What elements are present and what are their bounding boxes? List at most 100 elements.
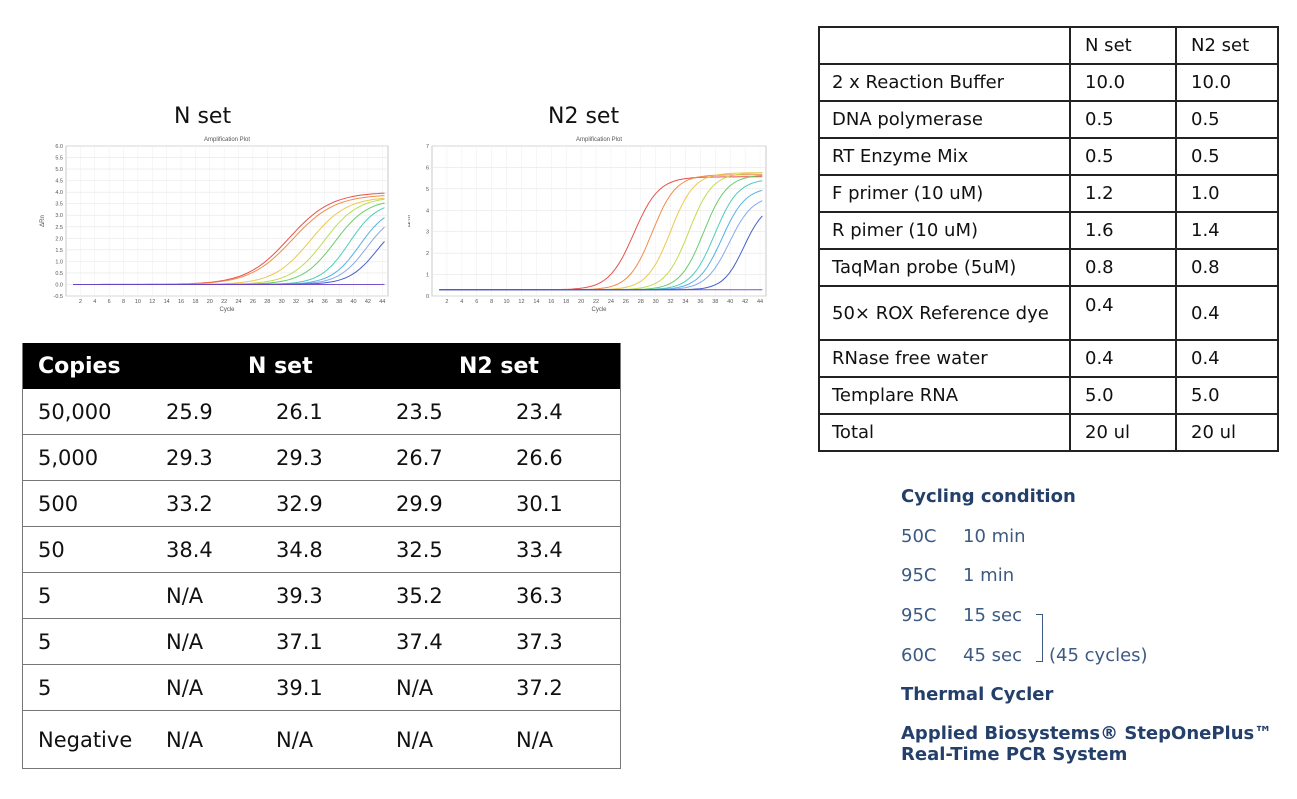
ct-value-cell: 33.4 [516, 526, 621, 573]
ct-value-cell: N/A [166, 710, 276, 769]
x-tick-label: 12 [518, 299, 524, 305]
x-tick-label: 28 [638, 299, 644, 305]
reagent-volume-cell: 20 ul [1069, 413, 1177, 452]
amplification-plot-n2-set: Amplification Plot 7 6 5 4 3 2 1 0 2 4 6 8 10 12 14 16 18… [408, 130, 768, 320]
ct-copies-cell: 5 [22, 572, 166, 619]
reagent-name-cell: Total [818, 413, 1071, 452]
x-tick-label: 32 [668, 299, 674, 305]
ct-value-cell: 34.8 [276, 526, 396, 573]
cycling-step-2: 95C 1 min [901, 565, 1014, 586]
step-temp: 50C [901, 526, 937, 547]
reagent-row: 50× ROX Reference dye 0.4 0.4 [818, 285, 1279, 341]
x-tick-label: 16 [178, 299, 184, 305]
reagent-volume-cell: 5.0 [1069, 376, 1177, 415]
reagent-row: F primer (10 uM) 1.2 1.0 [818, 174, 1279, 213]
x-tick-label: 20 [578, 299, 584, 305]
x-tick-label: 20 [207, 299, 213, 305]
reagent-name-cell: RT Enzyme Mix [818, 137, 1071, 176]
ct-value-cell: 29.3 [276, 434, 396, 481]
x-tick-label: 18 [563, 299, 569, 305]
step-time: 15 sec [963, 605, 1022, 626]
reagent-volume-cell: 1.0 [1175, 174, 1279, 213]
x-tick-label: 4 [460, 299, 463, 305]
reagent-volume-cell: 0.5 [1069, 100, 1177, 139]
x-tick-label: 42 [365, 299, 371, 305]
reagent-volume-cell: 0.4 [1175, 339, 1279, 378]
reagent-volume-cell: 10.0 [1175, 63, 1279, 102]
y-tick-label: 0 [426, 294, 429, 300]
x-tick-label: 34 [307, 299, 313, 305]
x-tick-label: 40 [350, 299, 356, 305]
y-tick-label: 1.0 [55, 259, 63, 265]
ct-value-cell: 39.1 [276, 664, 396, 711]
y-tick-label: 7 [426, 144, 429, 150]
reagent-volume-cell: 0.4 [1175, 285, 1279, 341]
cycle-bracket [1036, 614, 1043, 662]
ct-value-cell: 36.3 [516, 572, 621, 619]
amplification-plot-n-set: Amplification Plot 6.0 5.5 5.0 4.5 4.0 3.5 3.0 2… [30, 130, 390, 320]
ct-value-cell: N/A [166, 664, 276, 711]
reagent-name-cell: Templare RNA [818, 376, 1071, 415]
reagent-row: RT Enzyme Mix 0.5 0.5 [818, 137, 1279, 176]
reagent-row: R pimer (10 uM) 1.6 1.4 [818, 211, 1279, 250]
reagent-volume-cell: 0.5 [1069, 137, 1177, 176]
ct-value-cell: 37.4 [396, 618, 516, 665]
y-tick-label: 5 [426, 187, 429, 193]
ct-value-cell: N/A [276, 710, 396, 769]
ct-row: 50,000 25.9 26.1 23.5 23.4 [22, 389, 621, 435]
ct-row: 500 33.2 32.9 29.9 30.1 [22, 480, 621, 527]
x-axis-label: Cycle [591, 307, 607, 313]
y-tick-label: 6 [426, 165, 429, 171]
reagent-volume-cell: 0.8 [1175, 248, 1279, 287]
step-time: 45 sec [963, 645, 1022, 666]
x-tick-label: 24 [608, 299, 614, 305]
reagent-volume-cell: 0.8 [1069, 248, 1177, 287]
x-tick-label: 8 [490, 299, 493, 305]
ct-value-cell: N/A [396, 664, 516, 711]
header-copies: Copies [22, 343, 166, 389]
x-tick-label: 8 [122, 299, 125, 305]
reagent-row: RNase free water 0.4 0.4 [818, 339, 1279, 378]
y-tick-label: 4 [426, 208, 429, 214]
reagent-header-row: N set N2 set [818, 26, 1279, 65]
x-tick-label: 26 [623, 299, 629, 305]
x-tick-label: 16 [548, 299, 554, 305]
reagent-volume-cell: 20 ul [1175, 413, 1279, 452]
y-tick-label: 4.5 [55, 179, 63, 185]
reagent-volume-cell: 1.4 [1175, 211, 1279, 250]
x-tick-label: 34 [682, 299, 688, 305]
ct-value-cell: N/A [166, 618, 276, 665]
ct-value-cell: 23.4 [516, 389, 621, 435]
x-tick-label: 22 [593, 299, 599, 305]
y-axis-label: ΔRn [40, 215, 46, 227]
cycle-repeat-label: (45 cycles) [1049, 645, 1148, 666]
ct-value-cell: N/A [396, 710, 516, 769]
x-tick-label: 6 [108, 299, 111, 305]
x-tick-label: 14 [164, 299, 170, 305]
ct-value-cell: 26.1 [276, 389, 396, 435]
x-tick-label: 12 [149, 299, 155, 305]
reagent-row: Total 20 ul 20 ul [818, 413, 1279, 452]
reagent-table: N set N2 set 2 x Reaction Buffer 10.0 10.0… [818, 26, 1279, 452]
step-time: 1 min [963, 565, 1015, 586]
x-axis-label: Cycle [219, 307, 235, 313]
ct-value-cell: N/A [516, 710, 621, 769]
x-tick-label: 30 [653, 299, 659, 305]
ct-row: 5 N/A 39.3 35.2 36.3 [22, 572, 621, 619]
ct-value-cell: 29.3 [166, 434, 276, 481]
instrument-name-line1: Applied Biosystems® StepOnePlus™ [901, 723, 1273, 744]
header-n-set: N set [166, 343, 396, 389]
ct-copies-cell: 50 [22, 526, 166, 573]
step-temp: 95C [901, 565, 937, 586]
y-tick-label: 3 [426, 230, 429, 236]
reagent-header-blank [818, 26, 1071, 65]
reagent-name-cell: 50× ROX Reference dye [818, 285, 1071, 341]
ct-value-cell: 37.3 [516, 618, 621, 665]
x-tick-label: 40 [727, 299, 733, 305]
ct-row: 5 N/A 37.1 37.4 37.3 [22, 618, 621, 665]
y-tick-label: 0.5 [55, 271, 63, 277]
x-tick-label: 42 [742, 299, 748, 305]
y-tick-label: 5.5 [55, 156, 63, 162]
ct-copies-cell: 5 [22, 664, 166, 711]
y-tick-label: 0.0 [55, 282, 63, 288]
